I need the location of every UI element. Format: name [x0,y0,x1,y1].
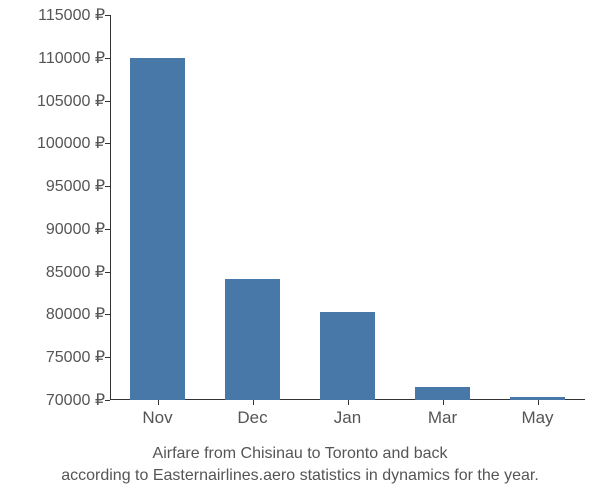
y-tick-mark [105,58,110,59]
y-tick-mark [105,143,110,144]
x-tick-mark [253,400,254,405]
x-tick-mark [348,400,349,405]
y-tick-label: 115000 ₽ [38,5,105,25]
bar [415,387,470,400]
chart-caption: Airfare from Chisinau to Toronto and bac… [0,443,600,488]
x-tick-label: Nov [142,408,172,428]
y-tick-label: 85000 ₽ [46,262,105,282]
y-tick-mark [105,272,110,273]
y-tick-mark [105,101,110,102]
y-tick-mark [105,357,110,358]
y-tick-label: 105000 ₽ [37,91,105,111]
y-tick-mark [105,400,110,401]
x-tick-mark [538,400,539,405]
y-tick-mark [105,229,110,230]
x-tick-mark [158,400,159,405]
y-tick-label: 110000 ₽ [38,48,105,68]
y-tick-label: 100000 ₽ [37,133,105,153]
bar [130,58,185,400]
y-tick-mark [105,15,110,16]
y-tick-label: 80000 ₽ [46,304,105,324]
x-tick-label: Mar [428,408,457,428]
y-tick-label: 70000 ₽ [46,390,105,410]
bar [510,397,565,400]
bar [225,279,280,400]
x-tick-label: Dec [237,408,267,428]
airfare-bar-chart: 70000 ₽ 75000 ₽ 80000 ₽ 85000 ₽ 90000 ₽ 95000… [0,0,600,500]
caption-line-1: Airfare from Chisinau to Toronto and bac… [153,445,448,462]
y-tick-label: 90000 ₽ [46,219,105,239]
y-tick-mark [105,314,110,315]
y-tick-label: 95000 ₽ [46,176,105,196]
caption-line-2: according to Easternairlines.aero statis… [61,467,539,484]
x-tick-mark [443,400,444,405]
y-tick-label: 75000 ₽ [46,347,105,367]
bar [320,312,375,400]
x-tick-label: Jan [334,408,361,428]
x-tick-label: May [521,408,553,428]
y-tick-mark [105,186,110,187]
